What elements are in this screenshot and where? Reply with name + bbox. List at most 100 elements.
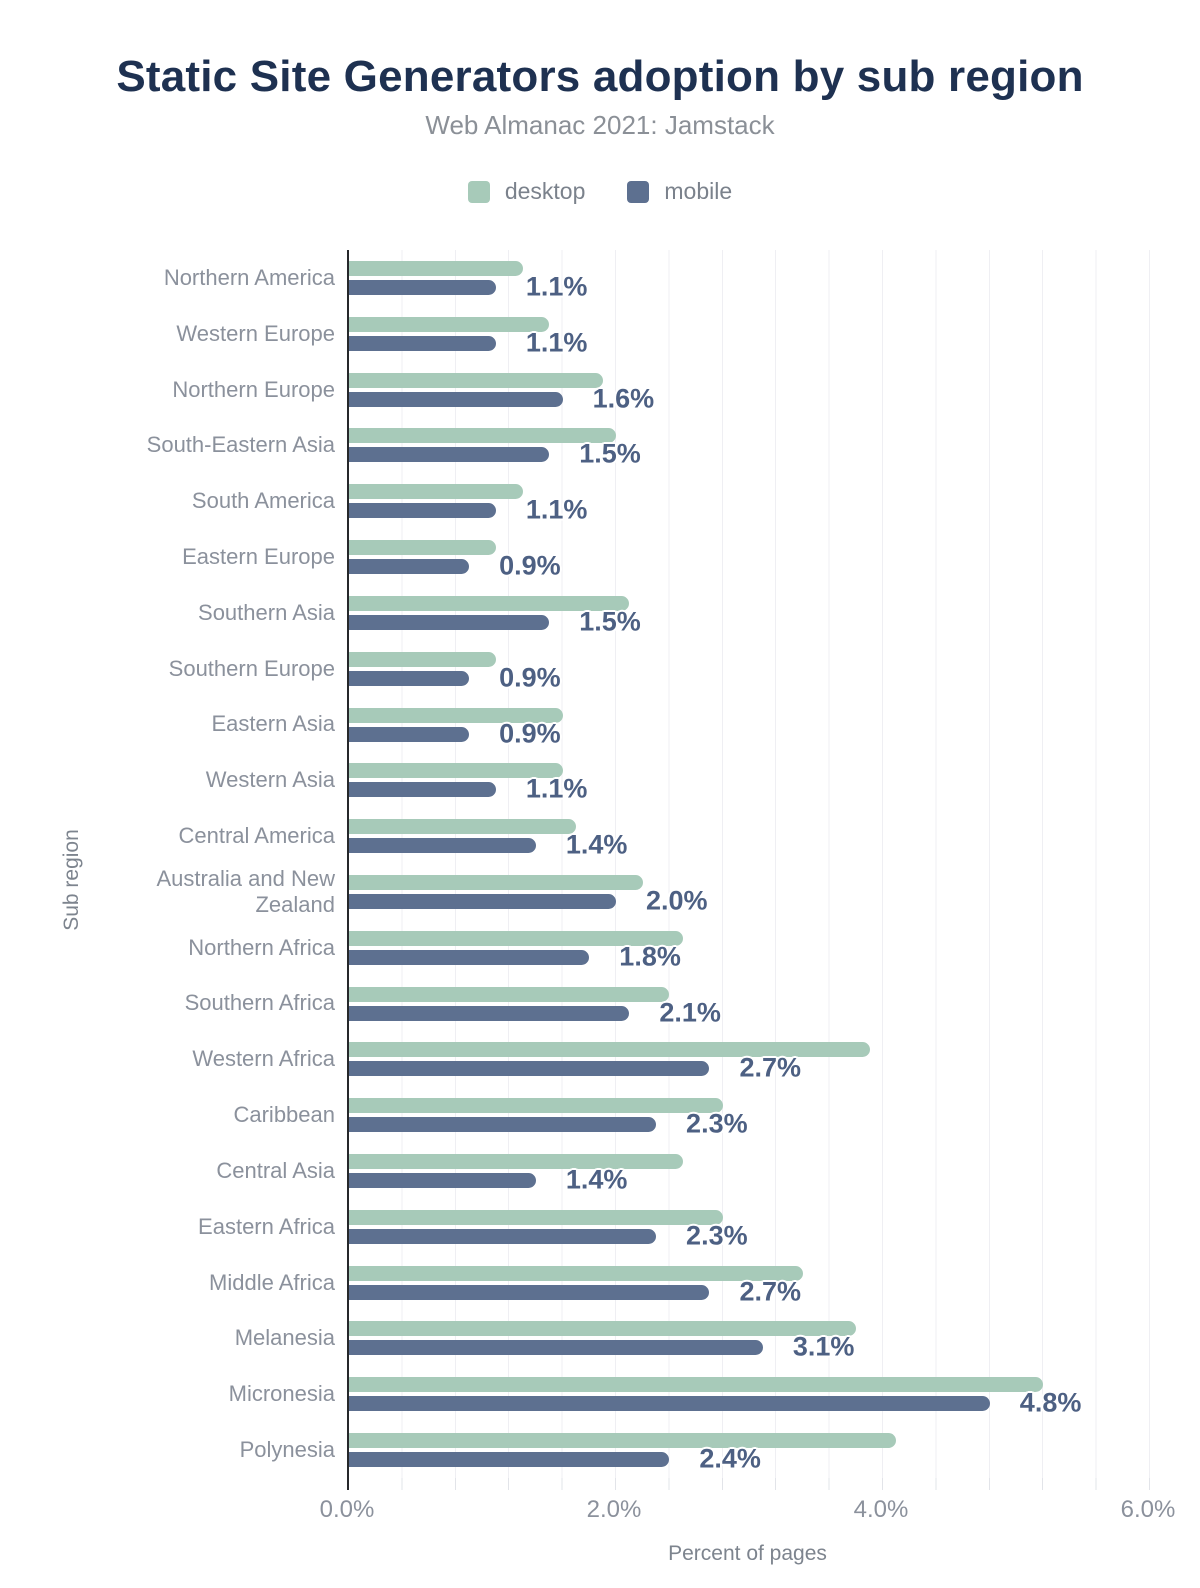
mobile-bar [349,1452,670,1468]
chart-row: 2.7% [349,1031,1150,1087]
category-label: Northern Africa [188,934,335,960]
mobile-bar [349,280,496,295]
value-label: 2.3% [686,1108,748,1139]
value-label: 1.1% [525,271,588,302]
category-label: Southern Asia [198,599,335,625]
category-label: Australia and New Zealand [156,865,335,917]
value-label: 2.1% [659,997,721,1028]
value-label: 2.4% [699,1443,761,1474]
category-labels: Northern America Western Europe Northern E… [0,250,335,1478]
category-label: South-Eastern Asia [146,432,335,458]
desktop-bar [349,874,643,890]
x-tick-label: 4.0% [853,1496,909,1523]
chart-row: 1.8% [349,920,1150,976]
chart-row: 0.9% [349,529,1150,585]
category-label: Eastern Europe [182,543,335,569]
value-label: 1.5% [579,606,641,637]
value-label: 1.8% [619,941,681,972]
value-label: 0.9% [499,718,561,748]
x-axis-title: Percent of pages [668,1542,827,1565]
mobile-swatch-icon [627,180,650,203]
desktop-bar [349,763,563,779]
mobile-bar [349,614,550,630]
category-label: Western Europe [176,320,335,346]
value-label: 2.3% [686,1220,748,1251]
desktop-bar [349,595,630,611]
x-tick-label: 0.0% [319,1496,375,1523]
mobile-bar [349,949,590,965]
x-tick-label: 6.0% [1120,1496,1176,1523]
legend: desktop mobile [0,178,1200,205]
mobile-bar [349,503,496,519]
mobile-bar [349,1228,657,1244]
mobile-bar [349,893,616,909]
chart-row: 1.1% [349,250,1150,306]
mobile-bar [349,1396,990,1412]
chart-row: 1.4% [349,1143,1150,1199]
desktop-bar [349,1042,870,1058]
chart-row: 2.7% [349,1255,1150,1311]
chart-row: 1.4% [349,808,1150,864]
chart-row: 0.9% [349,641,1150,697]
category-label: Central America [178,823,335,849]
desktop-bar [349,1209,723,1225]
value-label: 1.6% [592,383,655,414]
mobile-bar [349,335,496,351]
category-label: Eastern Asia [211,711,335,737]
chart-row: 2.3% [349,1087,1150,1143]
mobile-bar [349,838,536,854]
desktop-swatch-icon [467,180,490,203]
chart-row: 1.6% [349,362,1150,418]
legend-item-desktop: desktop [467,178,585,205]
desktop-bar [349,707,563,723]
mobile-bar [349,447,550,463]
desktop-bar [349,1265,803,1281]
mobile-bar [349,1061,710,1077]
desktop-bar [349,1377,1044,1393]
chart-row: 2.0% [349,864,1150,920]
value-label: 2.7% [739,1052,801,1083]
desktop-bar [349,651,496,667]
value-label: 3.1% [792,1331,855,1362]
category-label: Western Africa [192,1046,335,1072]
category-label: South America [191,488,335,514]
desktop-bar [349,372,603,388]
desktop-bar [349,819,576,835]
value-label: 4.8% [1019,1387,1082,1418]
mobile-bar [349,1284,710,1300]
chart-row: 0.9% [349,697,1150,753]
category-label: Northern Europe [172,376,335,402]
mobile-bar [349,670,470,686]
value-label: 0.9% [499,550,561,581]
desktop-bar [349,930,683,946]
plot-area: 1.1% 1.1% 1.6% 1.5% 1.1% 0.9% 1.5% 0.9% 0.9% 1.1%… [347,250,1150,1478]
category-label: Micronesia [228,1381,335,1407]
chart-title: Static Site Generators adoption by sub r… [116,52,1084,101]
mobile-bar [349,1117,657,1133]
category-label: Polynesia [239,1436,335,1462]
value-label: 1.1% [525,327,588,358]
chart-row: 2.3% [349,1199,1150,1255]
desktop-bar [349,1433,897,1449]
desktop-bar [349,1098,723,1114]
x-tick-labels: 0.0% 2.0% 4.0% 6.0% [320,1496,1176,1524]
category-label: Caribbean [233,1102,335,1128]
mobile-bar [349,726,470,742]
desktop-bar [349,1321,857,1337]
value-label: 1.1% [525,494,588,525]
desktop-bar [349,484,523,500]
desktop-bar [349,316,550,332]
desktop-bar [349,261,523,276]
chart-row: 4.8% [349,1366,1150,1422]
mobile-bar [349,782,496,798]
mobile-bar [349,559,470,575]
chart-row: 1.5% [349,417,1150,473]
value-label: 1.4% [565,1164,628,1195]
category-label: Melanesia [234,1325,335,1351]
legend-label-mobile: mobile [664,178,733,204]
value-label: 1.5% [579,438,641,469]
category-label: Eastern Africa [198,1213,335,1239]
value-label: 1.4% [565,829,628,860]
value-label: 1.1% [525,773,588,804]
